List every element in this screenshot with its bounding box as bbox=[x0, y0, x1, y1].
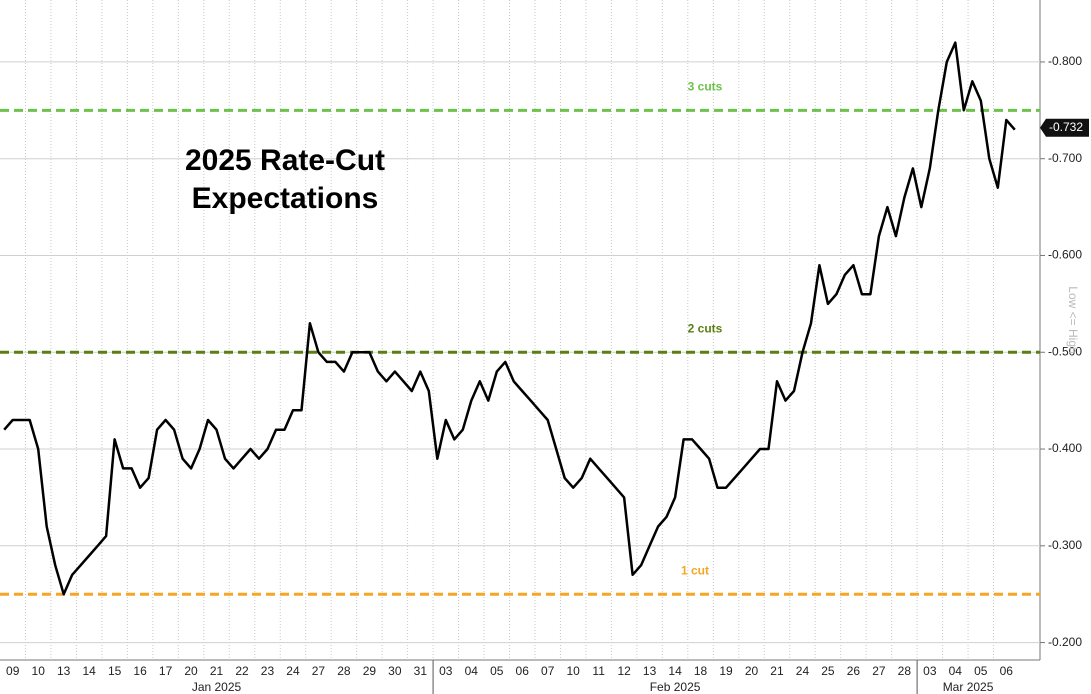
x-tick-label: 21 bbox=[210, 664, 224, 678]
x-tick-label: 03 bbox=[439, 664, 453, 678]
x-tick-label: 24 bbox=[286, 664, 300, 678]
reference-label: 1 cut bbox=[681, 563, 709, 577]
x-tick-label: 05 bbox=[974, 664, 988, 678]
x-tick-label: 06 bbox=[1000, 664, 1014, 678]
x-tick-label: 20 bbox=[184, 664, 198, 678]
x-tick-label: 22 bbox=[235, 664, 249, 678]
y-tick-label: -0.400 bbox=[1048, 441, 1082, 455]
x-tick-label: 28 bbox=[898, 664, 912, 678]
y-tick-label: -0.800 bbox=[1048, 54, 1082, 68]
y-tick-label: -0.600 bbox=[1048, 248, 1082, 262]
x-tick-label: 10 bbox=[32, 664, 46, 678]
last-value-label: -0.732 bbox=[1049, 120, 1083, 134]
reference-label: 3 cuts bbox=[688, 79, 723, 93]
x-tick-label: 09 bbox=[6, 664, 20, 678]
x-tick-label: 28 bbox=[337, 664, 351, 678]
series-line bbox=[3, 41, 1016, 596]
y-tick-label: -0.200 bbox=[1048, 635, 1082, 649]
x-tick-label: 27 bbox=[872, 664, 886, 678]
x-tick-label: 12 bbox=[617, 664, 631, 678]
y-axis-label: Low <= High bbox=[1066, 286, 1080, 353]
x-tick-label: 26 bbox=[847, 664, 861, 678]
x-tick-label: 11 bbox=[592, 664, 605, 678]
x-tick-label: 04 bbox=[465, 664, 479, 678]
x-tick-label: 23 bbox=[261, 664, 275, 678]
x-tick-label: 03 bbox=[923, 664, 937, 678]
x-tick-label: 04 bbox=[949, 664, 963, 678]
x-tick-label: 13 bbox=[57, 664, 71, 678]
x-tick-label: 31 bbox=[414, 664, 428, 678]
x-tick-label: 30 bbox=[388, 664, 402, 678]
x-tick-label: 20 bbox=[745, 664, 759, 678]
x-tick-label: 17 bbox=[159, 664, 173, 678]
y-tick-label: -0.500 bbox=[1048, 344, 1082, 358]
chart-title: 2025 Rate-Cut Expectations bbox=[184, 144, 386, 215]
x-tick-label: 15 bbox=[108, 664, 122, 678]
reference-label: 2 cuts bbox=[688, 321, 723, 335]
x-tick-label: 06 bbox=[516, 664, 530, 678]
x-tick-label: 27 bbox=[312, 664, 326, 678]
x-tick-label: 19 bbox=[719, 664, 733, 678]
last-value-tag bbox=[1040, 118, 1089, 137]
x-tick-label: 24 bbox=[796, 664, 810, 678]
x-tick-label: 05 bbox=[490, 664, 504, 678]
month-label: Feb 2025 bbox=[650, 680, 701, 694]
month-label: Mar 2025 bbox=[943, 680, 994, 694]
x-tick-label: 14 bbox=[82, 664, 96, 678]
x-tick-label: 18 bbox=[694, 664, 708, 678]
month-label: Jan 2025 bbox=[192, 680, 242, 694]
x-tick-label: 25 bbox=[821, 664, 835, 678]
x-tick-label: 10 bbox=[567, 664, 581, 678]
x-tick-label: 16 bbox=[133, 664, 147, 678]
x-tick-label: 07 bbox=[541, 664, 555, 678]
x-tick-label: 21 bbox=[770, 664, 784, 678]
x-tick-label: 29 bbox=[363, 664, 377, 678]
x-tick-label: 14 bbox=[668, 664, 682, 678]
y-tick-label: -0.700 bbox=[1048, 151, 1082, 165]
x-tick-label: 13 bbox=[643, 664, 657, 678]
y-tick-label: -0.300 bbox=[1048, 538, 1082, 552]
